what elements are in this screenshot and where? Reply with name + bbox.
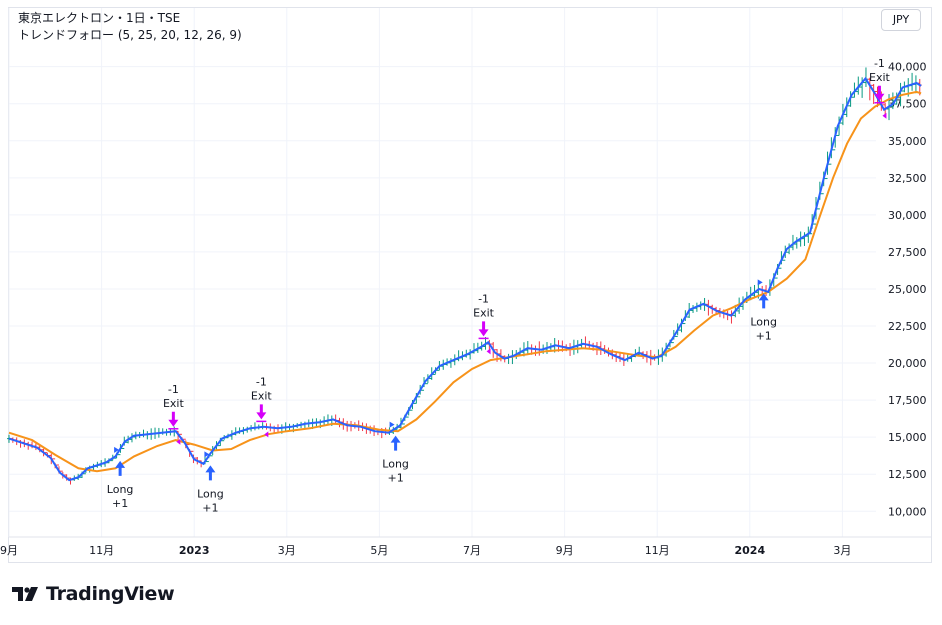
long-signal-arrow-icon[interactable] [758, 293, 769, 309]
x-tick-label: 2023 [179, 544, 210, 557]
y-tick-label: 27,500 [888, 246, 927, 259]
y-tick-label: 32,500 [888, 172, 927, 185]
x-tick-label: 11月 [89, 544, 114, 557]
indicator-title: トレンドフォロー (5, 25, 20, 12, 26, 9) [18, 28, 242, 42]
exit-signal-qty: -1 [478, 292, 489, 305]
x-tick-label: 2024 [734, 544, 765, 557]
currency-button[interactable]: JPY [881, 9, 921, 31]
brand-name: TradingView [46, 583, 175, 605]
exit-signal-arrow-icon[interactable] [478, 321, 489, 337]
long-signal-arrow-icon[interactable] [115, 460, 126, 476]
exit-signal-arrow-icon[interactable] [168, 411, 179, 427]
x-tick-label: 3月 [278, 544, 296, 557]
long-signal-label: Long [382, 458, 409, 471]
exit-signal-qty: -1 [874, 57, 885, 70]
exit-marker-icon [882, 112, 887, 119]
long-marker-icon [114, 446, 120, 453]
x-tick-label: 9月 [0, 544, 18, 557]
exit-signal-qty: -1 [256, 375, 267, 388]
y-tick-label: 25,000 [888, 283, 927, 296]
exit-signal-label: Exit [163, 397, 185, 410]
long-signal-arrow-icon[interactable] [390, 435, 401, 451]
exit-signal-arrow-icon[interactable] [256, 404, 267, 420]
y-tick-label: 12,500 [888, 468, 927, 481]
chart-legend: 東京エレクトロン・1日・TSE トレンドフォロー (5, 25, 20, 12,… [18, 10, 242, 44]
x-tick-label: 9月 [556, 544, 574, 557]
tradingview-logo-icon [12, 587, 38, 601]
y-tick-label: 35,000 [888, 135, 927, 148]
y-tick-label: 30,000 [888, 209, 927, 222]
slow-ma-line[interactable] [8, 90, 922, 473]
long-signal-qty: +1 [387, 472, 403, 485]
x-tick-label: 5月 [370, 544, 388, 557]
long-signal-qty: +1 [756, 329, 772, 342]
x-tick-label: 3月 [833, 544, 851, 557]
exit-marker-icon [176, 438, 181, 445]
fast-ma-line[interactable] [8, 76, 922, 482]
exit-signal-label: Exit [251, 389, 273, 402]
long-signal-arrow-icon[interactable] [205, 465, 216, 481]
exit-marker-icon [486, 348, 491, 355]
y-tick-label: 17,500 [888, 394, 927, 407]
exit-signal-label: Exit [869, 71, 891, 84]
exit-signal-qty: -1 [168, 383, 179, 396]
exit-marker-icon [264, 431, 269, 438]
y-tick-label: 10,000 [888, 505, 927, 518]
long-signal-label: Long [107, 483, 134, 496]
exit-signal-arrow-icon[interactable] [874, 85, 885, 101]
tradingview-brand[interactable]: TradingView [12, 583, 175, 605]
y-tick-label: 20,000 [888, 357, 927, 370]
long-signal-label: Long [197, 487, 224, 500]
exit-signal-label: Exit [473, 306, 495, 319]
long-signal-label: Long [750, 315, 777, 328]
long-marker-icon [757, 279, 763, 286]
x-tick-label: 11月 [645, 544, 670, 557]
y-tick-label: 15,000 [888, 431, 927, 444]
long-marker-icon [204, 451, 210, 458]
y-tick-label: 40,000 [888, 61, 927, 74]
long-marker-icon [389, 421, 395, 428]
long-signal-qty: +1 [202, 501, 218, 514]
symbol-title: 東京エレクトロン・1日・TSE [18, 11, 181, 25]
x-tick-label: 7月 [463, 544, 481, 557]
y-tick-label: 37,500 [888, 98, 927, 111]
y-tick-label: 22,500 [888, 320, 927, 333]
long-signal-qty: +1 [112, 497, 128, 510]
